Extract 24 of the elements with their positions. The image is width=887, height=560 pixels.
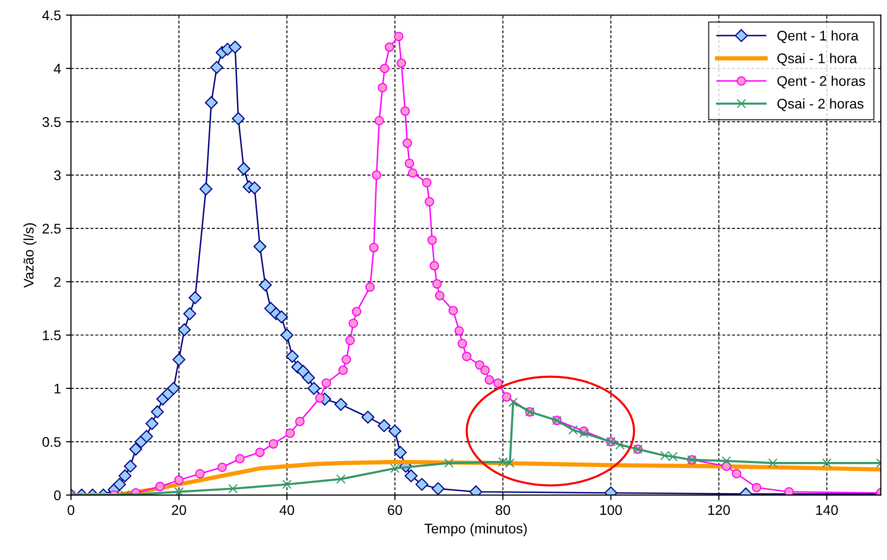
legend-label: Qent - 2 horas [777,76,866,88]
legend-label: Qsai - 1 hora [777,53,858,66]
x-tick-label: 80 [496,505,510,515]
y-tick-label: 4.5 [42,10,61,20]
legend-label: Qent - 1 hora [777,30,859,44]
x-tick-label: 120 [708,505,730,515]
y-tick-label: 4 [54,64,61,74]
x-tick-label: 140 [816,505,838,515]
x-tick-label: 100 [600,505,622,515]
x-tick-label: 60 [388,505,402,515]
y-tick-label: 0.5 [42,437,61,447]
y-tick-label: 1 [54,384,61,394]
legend-label: Qsai - 2 horas [777,98,864,112]
y-tick-label: 1.5 [42,330,61,340]
y-tick-label: 3.5 [42,117,61,127]
x-tick-label: 20 [172,505,186,515]
y-tick-label: 2 [54,277,61,287]
x-tick-label: 0 [68,505,74,515]
y-axis-title: Vazão (l/s) [23,223,36,288]
x-axis-title: Tempo (minutos) [424,523,527,536]
x-tick-label: 40 [280,505,294,515]
y-tick-label: 3 [54,170,61,180]
y-tick-label: 0 [54,490,61,500]
y-tick-label: 2.5 [42,224,61,234]
